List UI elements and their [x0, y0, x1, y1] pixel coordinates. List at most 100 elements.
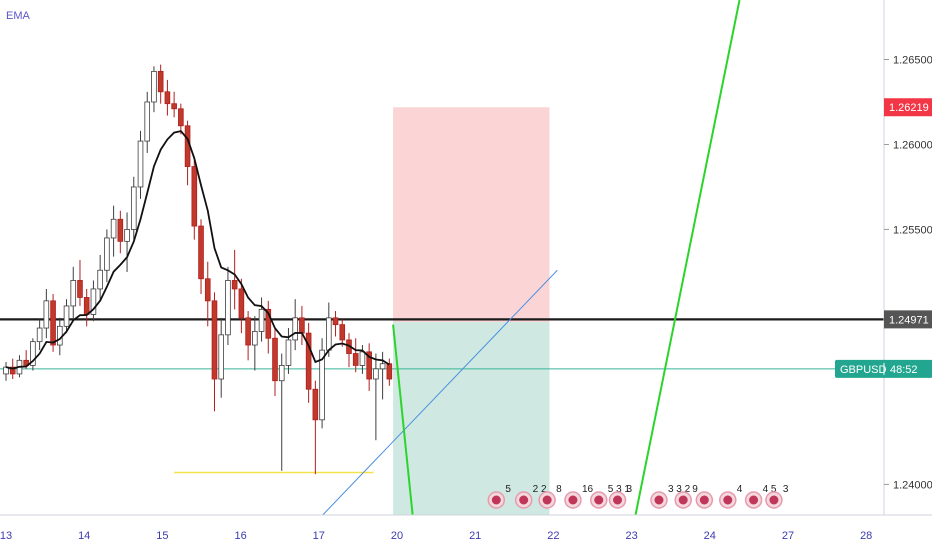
candle-body [238, 288, 245, 319]
price-tag[interactable] [884, 98, 932, 117]
event-flag-core [594, 495, 604, 505]
y-tick-label: 1.26500 [893, 54, 932, 66]
candle-body [352, 353, 359, 366]
candle-body [36, 327, 43, 343]
candle-body [43, 300, 50, 329]
candle-body [9, 366, 16, 375]
candle-body [366, 351, 372, 380]
candle-body [90, 288, 97, 315]
green-line-up[interactable] [634, 0, 741, 516]
candle-body [285, 339, 292, 366]
price-tag-countdown: 48:52 [890, 364, 918, 376]
event-count: 3 [627, 484, 633, 495]
y-tick-label: 1.26000 [893, 139, 932, 151]
event-flag-core [542, 495, 552, 505]
x-tick-label: 14 [78, 530, 90, 542]
price-tag-text: 1.26219 [889, 102, 929, 114]
candle-body [218, 334, 225, 380]
event-flag-core [699, 495, 709, 505]
event-flag-core [769, 495, 779, 505]
candle-body [272, 337, 278, 382]
y-tick-label: 1.24000 [893, 479, 932, 491]
x-tick-label: 17 [313, 530, 325, 542]
candle-body [63, 305, 70, 327]
candle-body [299, 317, 305, 334]
candle-body [319, 349, 325, 421]
event-flag-core [678, 495, 688, 505]
event-flag-core [654, 495, 664, 505]
event-flag-core [749, 495, 759, 505]
candle-body [204, 278, 211, 302]
candle-body [57, 325, 63, 346]
candle-body [171, 103, 177, 110]
candle-body [258, 308, 265, 332]
price-tag[interactable] [884, 310, 932, 329]
candle-body [110, 218, 117, 239]
candle-body [252, 331, 258, 346]
candle-body [278, 365, 285, 382]
event-count: 8 [556, 484, 562, 495]
ema-line [5, 130, 390, 370]
candle-body [312, 388, 319, 421]
candle-body [50, 300, 56, 346]
candle-body [359, 351, 366, 366]
x-tick-label: 23 [625, 530, 637, 542]
candle-body [104, 237, 110, 271]
candle-body [332, 317, 339, 326]
candle-body [70, 280, 77, 307]
candle-body [144, 101, 151, 142]
event-flag-core [613, 495, 623, 505]
event-flag-core [491, 495, 501, 505]
x-tick-label: 15 [156, 530, 168, 542]
candle-body [339, 324, 346, 341]
candle-body [265, 308, 272, 339]
candle-body [137, 140, 144, 188]
position-reward-zone[interactable] [393, 322, 550, 515]
price-axis[interactable] [884, 0, 932, 550]
candle-body [157, 70, 164, 93]
candle-body [117, 218, 124, 242]
event-count: 3 [783, 484, 789, 495]
green-line-down[interactable] [392, 324, 414, 516]
candle-body [151, 70, 157, 103]
event-count: 16 [582, 484, 594, 495]
event-flag-core [723, 495, 733, 505]
x-tick-label: 21 [469, 530, 481, 542]
indicator-label-ema: EMA [6, 10, 30, 22]
event-count: 9 [692, 484, 698, 495]
candle-body [97, 269, 103, 290]
event-count: 2 2 [533, 484, 547, 495]
candle-body [164, 91, 171, 105]
position-risk-zone[interactable] [393, 107, 550, 323]
event-flag-core [519, 495, 529, 505]
candle-body [211, 300, 218, 380]
blue-trendline[interactable] [322, 269, 558, 516]
candle-body [30, 341, 36, 366]
candle-body [305, 332, 312, 390]
candle-body [83, 297, 90, 315]
candle-body [386, 363, 393, 380]
candle-body [124, 229, 130, 242]
event-count: 4 5 [763, 484, 777, 495]
x-tick-label: 16 [234, 530, 246, 542]
candle-body [231, 280, 238, 290]
price-tag-text: 1.24971 [889, 314, 929, 326]
y-tick-label: 1.25500 [893, 224, 932, 236]
x-tick-label: 22 [547, 530, 559, 542]
candle-body [326, 317, 332, 351]
event-flag-core [568, 495, 578, 505]
event-count: 3 3 2 [668, 484, 691, 495]
candle-body [178, 108, 184, 127]
candle-body [292, 317, 298, 341]
candle-body [225, 280, 231, 336]
candle-body [130, 186, 137, 230]
price-tag-symbol-text: GBPUSD [840, 364, 887, 376]
event-count: 4 [737, 484, 743, 495]
candle-body [198, 225, 204, 280]
event-count: 5 3 1 [608, 484, 631, 495]
candle-body [379, 363, 386, 370]
candle-body [245, 317, 251, 346]
x-tick-label: 28 [860, 530, 872, 542]
candle-body [373, 368, 379, 380]
